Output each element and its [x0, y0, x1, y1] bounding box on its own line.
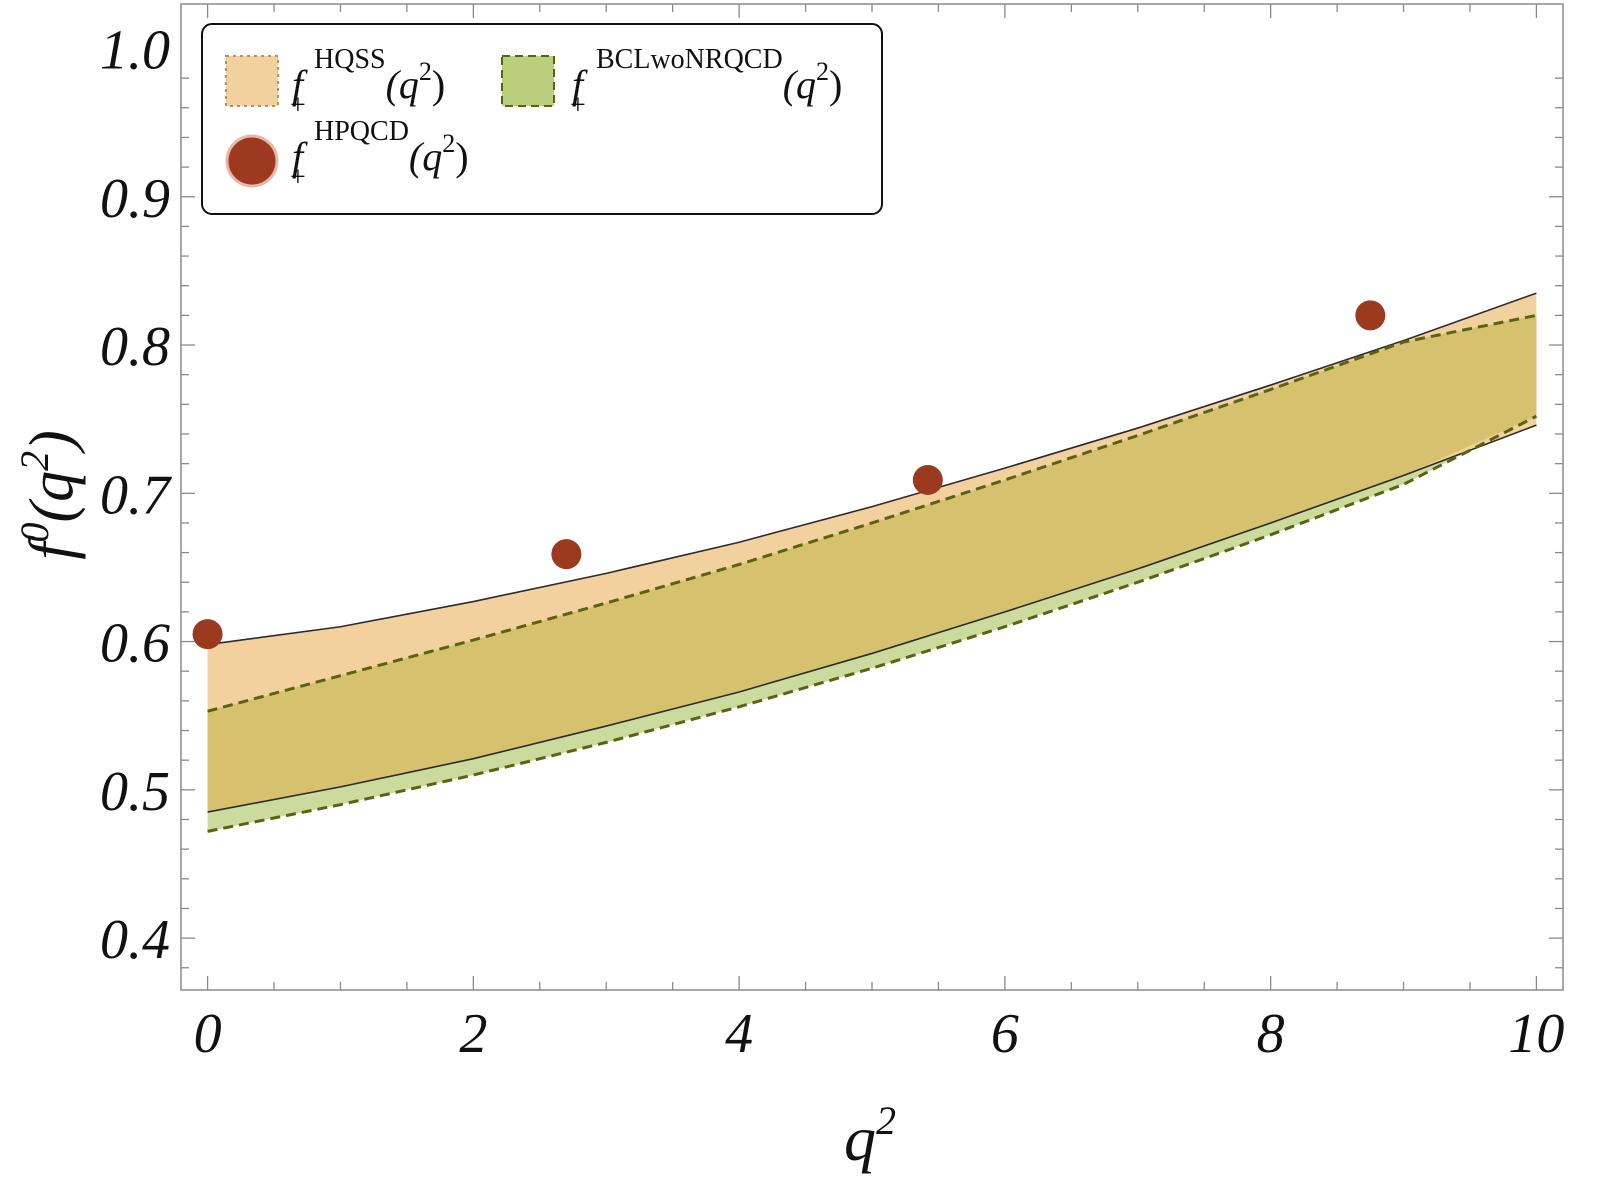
- hpqcd-point: [1355, 300, 1386, 331]
- legend-swatch-hqss: [225, 55, 279, 107]
- hpqcd-point: [192, 619, 223, 650]
- x-tick-label: 10: [1508, 1003, 1564, 1065]
- y-tick-label: 0.6: [100, 613, 170, 675]
- plot-content: [207, 292, 1538, 833]
- legend: f+HQSS(q2) f+BCLwoNRQCD(q2) f+HPQCD(q2): [201, 23, 883, 215]
- x-axis-title: q2: [844, 1098, 896, 1174]
- hqss-upper-line: [207, 292, 1537, 646]
- legend-marker-hpqcd: [225, 134, 279, 188]
- y-tick-label: 1.0: [100, 19, 170, 81]
- hqss-lower-line: [207, 424, 1537, 813]
- x-tick-label: 4: [725, 1003, 753, 1065]
- legend-item-hpqcd: f+HPQCD(q2): [225, 116, 469, 193]
- bclwonrqcd-upper-line: [207, 313, 1537, 713]
- y-tick-label: 0.4: [100, 909, 170, 971]
- legend-label-hqss: f+HQSS(q2): [290, 44, 445, 121]
- hpqcd-point: [551, 539, 582, 570]
- x-tick-label: 8: [1257, 1003, 1285, 1065]
- band-overlap: [207, 315, 1537, 813]
- y-tick-label: 0.5: [100, 761, 170, 823]
- legend-label-bclwonrqcd: f+BCLwoNRQCD(q2): [570, 44, 842, 121]
- legend-item-hqss: f+HQSS(q2): [225, 44, 445, 121]
- legend-item-bclwonrqcd: f+BCLwoNRQCD(q2): [501, 44, 842, 121]
- hpqcd-point: [912, 464, 943, 495]
- axes: 0 2 4 6 8 10 0.4 0.5 0.6 0.7 0.8 0.9 1.0: [100, 3, 1564, 1065]
- x-tick-label: 6: [991, 1003, 1019, 1065]
- x-tick-label: 2: [459, 1003, 487, 1065]
- legend-swatch-bclwonrqcd: [501, 55, 555, 107]
- y-axis-title: f0(q2): [12, 430, 86, 560]
- y-tick-label: 0.7: [100, 464, 172, 526]
- y-tick-label: 0.8: [100, 316, 170, 378]
- bclwonrqcd-lower-line: [207, 414, 1538, 833]
- plot-area: [192, 292, 1538, 833]
- legend-box: [201, 23, 883, 215]
- legend-label-hpqcd: f+HPQCD(q2): [290, 116, 469, 193]
- x-tick-label: 0: [194, 1003, 222, 1065]
- y-tick-label: 0.9: [100, 168, 170, 230]
